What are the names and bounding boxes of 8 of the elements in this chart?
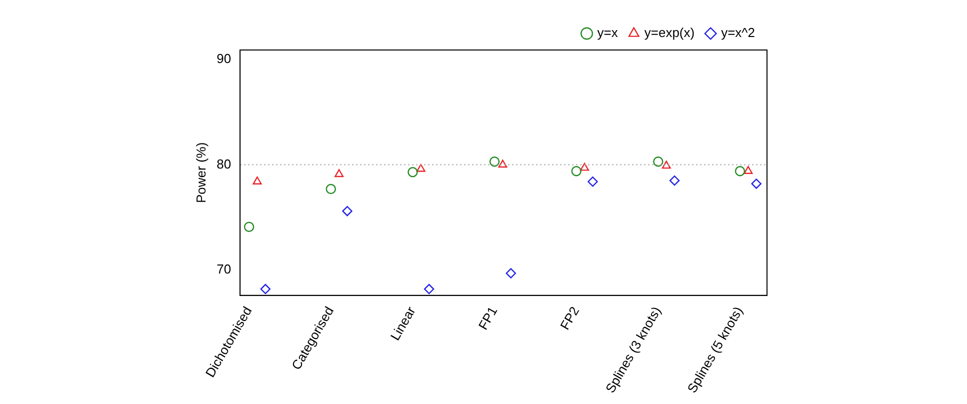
x-tick-label: FP1 [475,304,500,332]
legend-label: y=x [597,25,618,40]
y-tick-label: 70 [216,262,232,277]
y-tick-label: 90 [216,51,232,66]
y-axis-title: Power (%) [193,142,208,204]
legend-label: y=x^2 [721,25,755,40]
legend-label: y=exp(x) [644,25,695,40]
y-tick-label: 80 [216,156,232,172]
